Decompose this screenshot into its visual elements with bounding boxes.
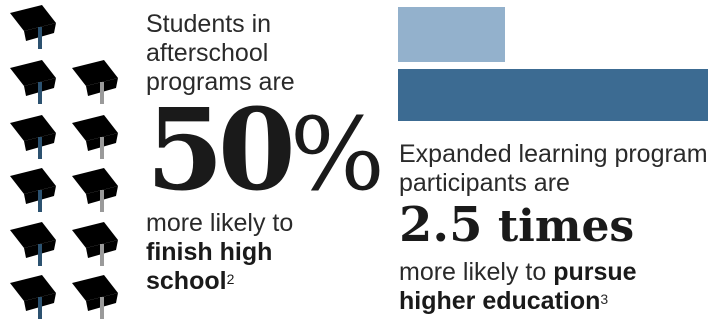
graduation-cap-icons (10, 5, 118, 319)
cap-icon-light-1 (72, 60, 118, 104)
stat-big-number: 50% (146, 95, 385, 211)
stat2-bold-2: higher education (399, 287, 601, 315)
stat2-number: 2.5 (399, 197, 483, 253)
cap-icon-dark-5 (10, 222, 56, 266)
stat-finish-high-school: Students in afterschool programs are 50%… (146, 10, 385, 296)
cap-icon-dark-4 (10, 168, 56, 212)
stat-intro: Students in afterschool programs are (146, 10, 295, 96)
stat-bold-school: school (146, 267, 227, 295)
stat-tail-line: more likely to (146, 209, 294, 237)
cap-icon-light-5 (72, 275, 118, 319)
stat-tail: more likely to finish high school2 (146, 209, 366, 296)
stat2-tail-text: more likely to (399, 258, 547, 286)
cap-icon-light-3 (72, 168, 118, 212)
stat2-intro: Expanded learning program participants a… (399, 140, 708, 197)
footnote-ref-3: 3 (600, 291, 609, 307)
comparison-bar-baseline (398, 7, 505, 62)
stat-percent-sign: % (289, 96, 385, 213)
stat2-big-number: 2.5 times (399, 200, 708, 252)
cap-icon-dark-3 (10, 115, 56, 159)
comparison-bar-participants (398, 69, 708, 121)
stat-bold-line-2: school2 (146, 267, 366, 296)
stat2-tail: more likely to pursue higher education3 (399, 258, 708, 316)
stat2-unit: times (497, 201, 635, 252)
stat-number: 50 (146, 85, 296, 216)
cap-icon-light-2 (72, 115, 118, 159)
stat-bold-line-1: finish high (146, 238, 273, 266)
stat-higher-education: Expanded learning program participants a… (399, 140, 708, 316)
cap-icon-light-4 (72, 222, 118, 266)
cap-icon-dark-1 (10, 5, 56, 49)
cap-icon-dark-6 (10, 275, 56, 319)
footnote-ref-2: 2 (226, 271, 235, 287)
cap-icon-dark-2 (10, 60, 56, 104)
stat2-bold-1: pursue (553, 258, 637, 286)
